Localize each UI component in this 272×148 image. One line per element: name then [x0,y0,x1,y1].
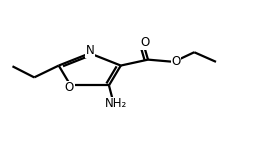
Text: NH₂: NH₂ [105,97,127,110]
Text: O: O [140,36,149,49]
Text: O: O [64,81,74,94]
Text: N: N [85,44,94,57]
Text: O: O [171,55,181,68]
